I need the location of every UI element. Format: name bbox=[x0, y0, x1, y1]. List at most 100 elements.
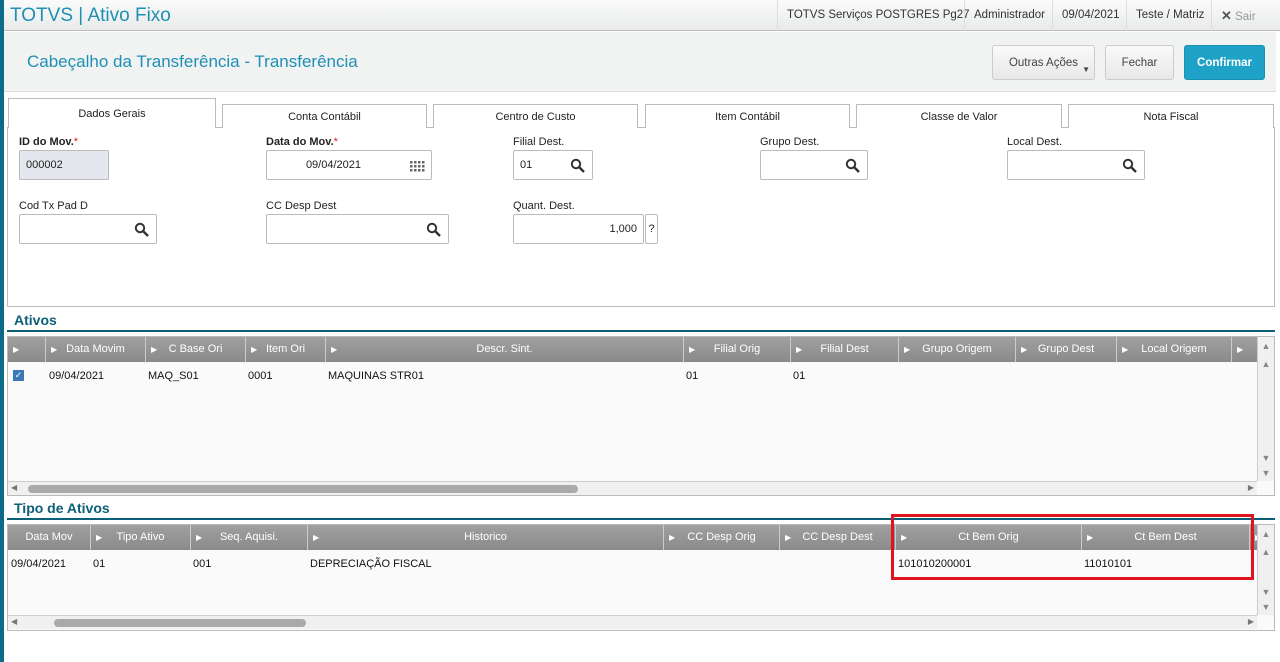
column-header[interactable]: ▶ Item Ori bbox=[246, 337, 326, 362]
column-header[interactable]: ▶ Filial Orig bbox=[684, 337, 791, 362]
cc_desp-label: CC Desp Dest bbox=[266, 200, 337, 212]
cod-tx-input[interactable] bbox=[19, 214, 157, 244]
column-arrow-icon: ▶ bbox=[13, 345, 20, 354]
other-actions-button[interactable]: Outras Ações ▼ bbox=[992, 45, 1095, 80]
table-cell: 01 bbox=[793, 370, 806, 382]
left-accent-bar bbox=[0, 0, 4, 662]
id_mov-label: ID do Mov.* bbox=[19, 136, 79, 148]
scroll-left-icon[interactable]: ◀ bbox=[11, 617, 18, 626]
cc-desp-input[interactable] bbox=[266, 214, 449, 244]
column-header[interactable]: ▶ Grupo Dest bbox=[1016, 337, 1117, 362]
user-info: Administrador bbox=[964, 0, 1054, 31]
column-header[interactable]: ▶ Local Origem bbox=[1117, 337, 1232, 362]
tab-2[interactable]: Centro de Custo bbox=[433, 104, 638, 128]
column-arrow-icon: ▶ bbox=[96, 533, 103, 542]
highlight-box bbox=[891, 514, 1254, 580]
data-mov-input[interactable]: 09/04/2021 bbox=[266, 150, 432, 180]
scroll-bottom-icon[interactable]: ▼ bbox=[1261, 602, 1271, 612]
table-row[interactable]: ✓ 09/04/2021 MAQ_S01 0001 MAQUINAS STR01 01 01 bbox=[8, 362, 1257, 388]
column-header[interactable]: ▶ Historico bbox=[308, 525, 664, 550]
column-header[interactable]: ▶ Data Movim bbox=[46, 337, 146, 362]
column-header[interactable]: ▶ Tipo Ativo bbox=[91, 525, 191, 550]
table-cell: 11010101 bbox=[1084, 558, 1133, 570]
scroll-bottom-icon[interactable]: ▼ bbox=[1261, 468, 1271, 478]
checkbox-checked-icon[interactable]: ✓ bbox=[13, 370, 24, 381]
data_mov-label: Data do Mov.* bbox=[266, 136, 338, 148]
date-info: 09/04/2021 bbox=[1052, 0, 1129, 31]
quant-input[interactable]: 1,000 bbox=[513, 214, 644, 244]
horizontal-scrollbar[interactable]: ◀ ▶ bbox=[8, 481, 1257, 495]
scrollbar-thumb[interactable] bbox=[28, 485, 578, 493]
grupo-dest-input[interactable] bbox=[760, 150, 868, 180]
column-arrow-icon: ▶ bbox=[251, 345, 258, 354]
exit-button[interactable]: ✕ Sair bbox=[1211, 0, 1265, 31]
section-title-tipos: Tipo de Ativos bbox=[14, 500, 110, 516]
column-arrow-icon: ▶ bbox=[1087, 533, 1094, 542]
confirm-button[interactable]: Confirmar bbox=[1184, 45, 1265, 80]
column-header[interactable]: ▶ CC Desp Dest bbox=[780, 525, 896, 550]
company-info[interactable]: Teste / Matriz bbox=[1126, 0, 1213, 31]
column-arrow-icon: ▶ bbox=[1237, 345, 1244, 354]
table-row[interactable]: 09/04/2021 01 001 DEPRECIAÇÃO FISCAL 1010102… bbox=[8, 550, 1257, 576]
search-icon[interactable] bbox=[845, 157, 861, 173]
close-button[interactable]: Fechar bbox=[1105, 45, 1174, 80]
required-marker: * bbox=[333, 136, 338, 148]
column-header[interactable]: ▶ CC Desp Orig bbox=[664, 525, 780, 550]
vertical-scrollbar[interactable]: ▲ ▲ ▼ ▼ bbox=[1257, 525, 1274, 615]
scroll-top-icon[interactable]: ▲ bbox=[1261, 341, 1271, 351]
search-icon[interactable] bbox=[426, 221, 442, 237]
table-cell: 101010200001 bbox=[898, 558, 972, 570]
quant-help-button[interactable]: ? bbox=[645, 214, 658, 244]
required-marker: * bbox=[73, 136, 79, 148]
table-cell: 01 bbox=[686, 370, 699, 382]
column-arrow-icon: ▶ bbox=[796, 345, 803, 354]
scroll-top-icon[interactable]: ▲ bbox=[1261, 529, 1271, 539]
scroll-down-icon[interactable]: ▼ bbox=[1261, 587, 1271, 597]
tab-4[interactable]: Classe de Valor bbox=[856, 104, 1062, 128]
column-header[interactable]: Data Mov bbox=[8, 525, 91, 550]
close-icon: ✕ bbox=[1221, 8, 1232, 23]
title-bar bbox=[0, 0, 1280, 31]
horizontal-scrollbar[interactable]: ◀ ▶ bbox=[8, 615, 1257, 629]
select-column-header[interactable]: ▶ bbox=[8, 337, 46, 362]
calendar-icon[interactable] bbox=[409, 157, 425, 173]
column-arrow-icon: ▶ bbox=[51, 345, 58, 354]
column-arrow-icon: ▶ bbox=[196, 533, 203, 542]
section-divider bbox=[7, 518, 1275, 520]
column-header[interactable]: ▶ Filial Dest bbox=[791, 337, 899, 362]
tab-5[interactable]: Nota Fiscal bbox=[1068, 104, 1274, 128]
local-dest-input[interactable] bbox=[1007, 150, 1145, 180]
scroll-up-icon[interactable]: ▲ bbox=[1261, 359, 1271, 369]
column-header[interactable]: ▶ Descr. Sint. bbox=[326, 337, 684, 362]
ativos-grid: ▶ ▶ Data Movim ▶ C Base Ori ▶ Item Ori ▶ Descr. … bbox=[7, 336, 1275, 496]
vertical-scrollbar[interactable]: ▲ ▲ ▼ ▼ bbox=[1257, 337, 1274, 481]
tab-0[interactable]: Dados Gerais bbox=[8, 98, 216, 128]
quant-label: Quant. Dest. bbox=[513, 200, 575, 212]
scrollbar-thumb[interactable] bbox=[54, 619, 306, 627]
tab-3[interactable]: Item Contábil bbox=[645, 104, 850, 128]
tab-1[interactable]: Conta Contábil bbox=[222, 104, 427, 128]
scroll-left-icon[interactable]: ◀ bbox=[11, 483, 18, 492]
exit-label: Sair bbox=[1235, 11, 1256, 23]
scroll-down-icon[interactable]: ▼ bbox=[1261, 453, 1271, 463]
column-header[interactable]: ▶ Grupo Origem bbox=[899, 337, 1016, 362]
search-icon[interactable] bbox=[1122, 157, 1138, 173]
column-header[interactable]: ▶ Ct Bem Orig bbox=[896, 525, 1082, 550]
grupo_dest-label: Grupo Dest. bbox=[760, 136, 820, 148]
caret-down-icon: ▼ bbox=[1082, 65, 1090, 74]
column-header[interactable]: ▶ Ct Bem Dest bbox=[1082, 525, 1250, 550]
search-icon[interactable] bbox=[570, 157, 586, 173]
table-cell: MAQ_S01 bbox=[148, 370, 199, 382]
server-info: TOTVS Serviços POSTGRES Pg27 bbox=[777, 0, 979, 31]
search-icon[interactable] bbox=[134, 221, 150, 237]
scroll-right-icon[interactable]: ▶ bbox=[1247, 617, 1254, 626]
column-arrow-icon: ▶ bbox=[151, 345, 158, 354]
section-title-ativos: Ativos bbox=[14, 312, 57, 328]
column-header[interactable]: ▶ C Base Ori bbox=[146, 337, 246, 362]
scroll-up-icon[interactable]: ▲ bbox=[1261, 547, 1271, 557]
table-cell: DEPRECIAÇÃO FISCAL bbox=[310, 558, 432, 570]
scroll-right-icon[interactable]: ▶ bbox=[1247, 483, 1254, 492]
id-mov-input[interactable]: 000002 bbox=[19, 150, 109, 180]
column-header[interactable]: ▶ Seq. Aquisi. bbox=[191, 525, 308, 550]
filial-dest-input[interactable]: 01 bbox=[513, 150, 593, 180]
